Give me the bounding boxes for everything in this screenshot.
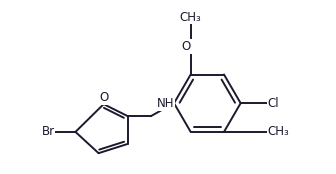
- Text: O: O: [181, 40, 191, 53]
- Text: Br: Br: [42, 125, 55, 138]
- Text: CH₃: CH₃: [180, 11, 202, 24]
- Text: CH₃: CH₃: [267, 125, 289, 138]
- Text: NH: NH: [157, 97, 174, 110]
- Text: O: O: [99, 91, 108, 104]
- Text: Cl: Cl: [267, 97, 279, 110]
